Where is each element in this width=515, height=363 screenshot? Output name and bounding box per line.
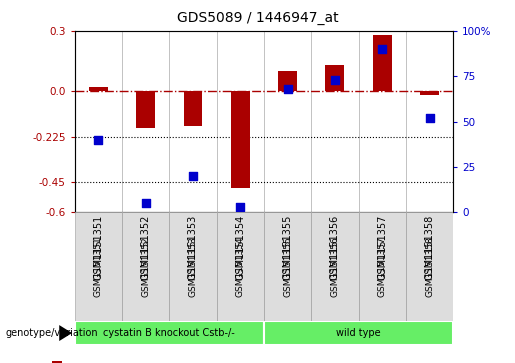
Point [331,77,339,83]
Point [94,137,102,143]
Bar [169,212,217,321]
Text: GSM1151358: GSM1151358 [425,236,434,297]
Polygon shape [59,325,72,341]
Text: GSM1151352: GSM1151352 [141,236,150,297]
Text: GSM1151351: GSM1151351 [93,215,104,280]
Bar [278,71,297,91]
Text: GSM1151354: GSM1151354 [235,215,245,280]
Text: GSM1151358: GSM1151358 [424,215,435,280]
Text: wild type: wild type [336,328,381,338]
Bar [52,361,62,363]
Bar [406,212,453,321]
Text: GSM1151354: GSM1151354 [236,236,245,297]
Text: GSM1151352: GSM1151352 [141,215,151,280]
Text: GDS5089 / 1446947_at: GDS5089 / 1446947_at [177,11,338,25]
Point [189,173,197,179]
Bar [136,91,155,128]
Text: GSM1151351: GSM1151351 [94,236,103,297]
Bar [75,212,122,321]
Point [236,204,245,210]
Text: GSM1151353: GSM1151353 [188,236,197,297]
Text: GSM1151357: GSM1151357 [377,236,387,297]
Text: GSM1151357: GSM1151357 [377,215,387,280]
Text: cystatin B knockout Cstb-/-: cystatin B knockout Cstb-/- [104,328,235,338]
Point [142,200,150,206]
Bar [264,212,311,321]
Bar [89,87,108,91]
Point [425,115,434,121]
Point [378,46,386,52]
Text: GSM1151355: GSM1151355 [283,236,292,297]
Bar [358,212,406,321]
Text: GSM1151356: GSM1151356 [331,236,339,297]
Bar [420,91,439,95]
Bar [311,212,358,321]
Bar [264,321,453,345]
Text: GSM1151355: GSM1151355 [283,215,293,280]
Bar [122,212,169,321]
Bar [183,91,202,126]
Bar [373,35,392,91]
Point [283,86,291,92]
Bar [231,91,250,188]
Bar [325,65,345,91]
Bar [217,212,264,321]
Text: GSM1151356: GSM1151356 [330,215,340,280]
Bar [75,321,264,345]
Text: GSM1151353: GSM1151353 [188,215,198,280]
Text: genotype/variation: genotype/variation [5,328,98,338]
